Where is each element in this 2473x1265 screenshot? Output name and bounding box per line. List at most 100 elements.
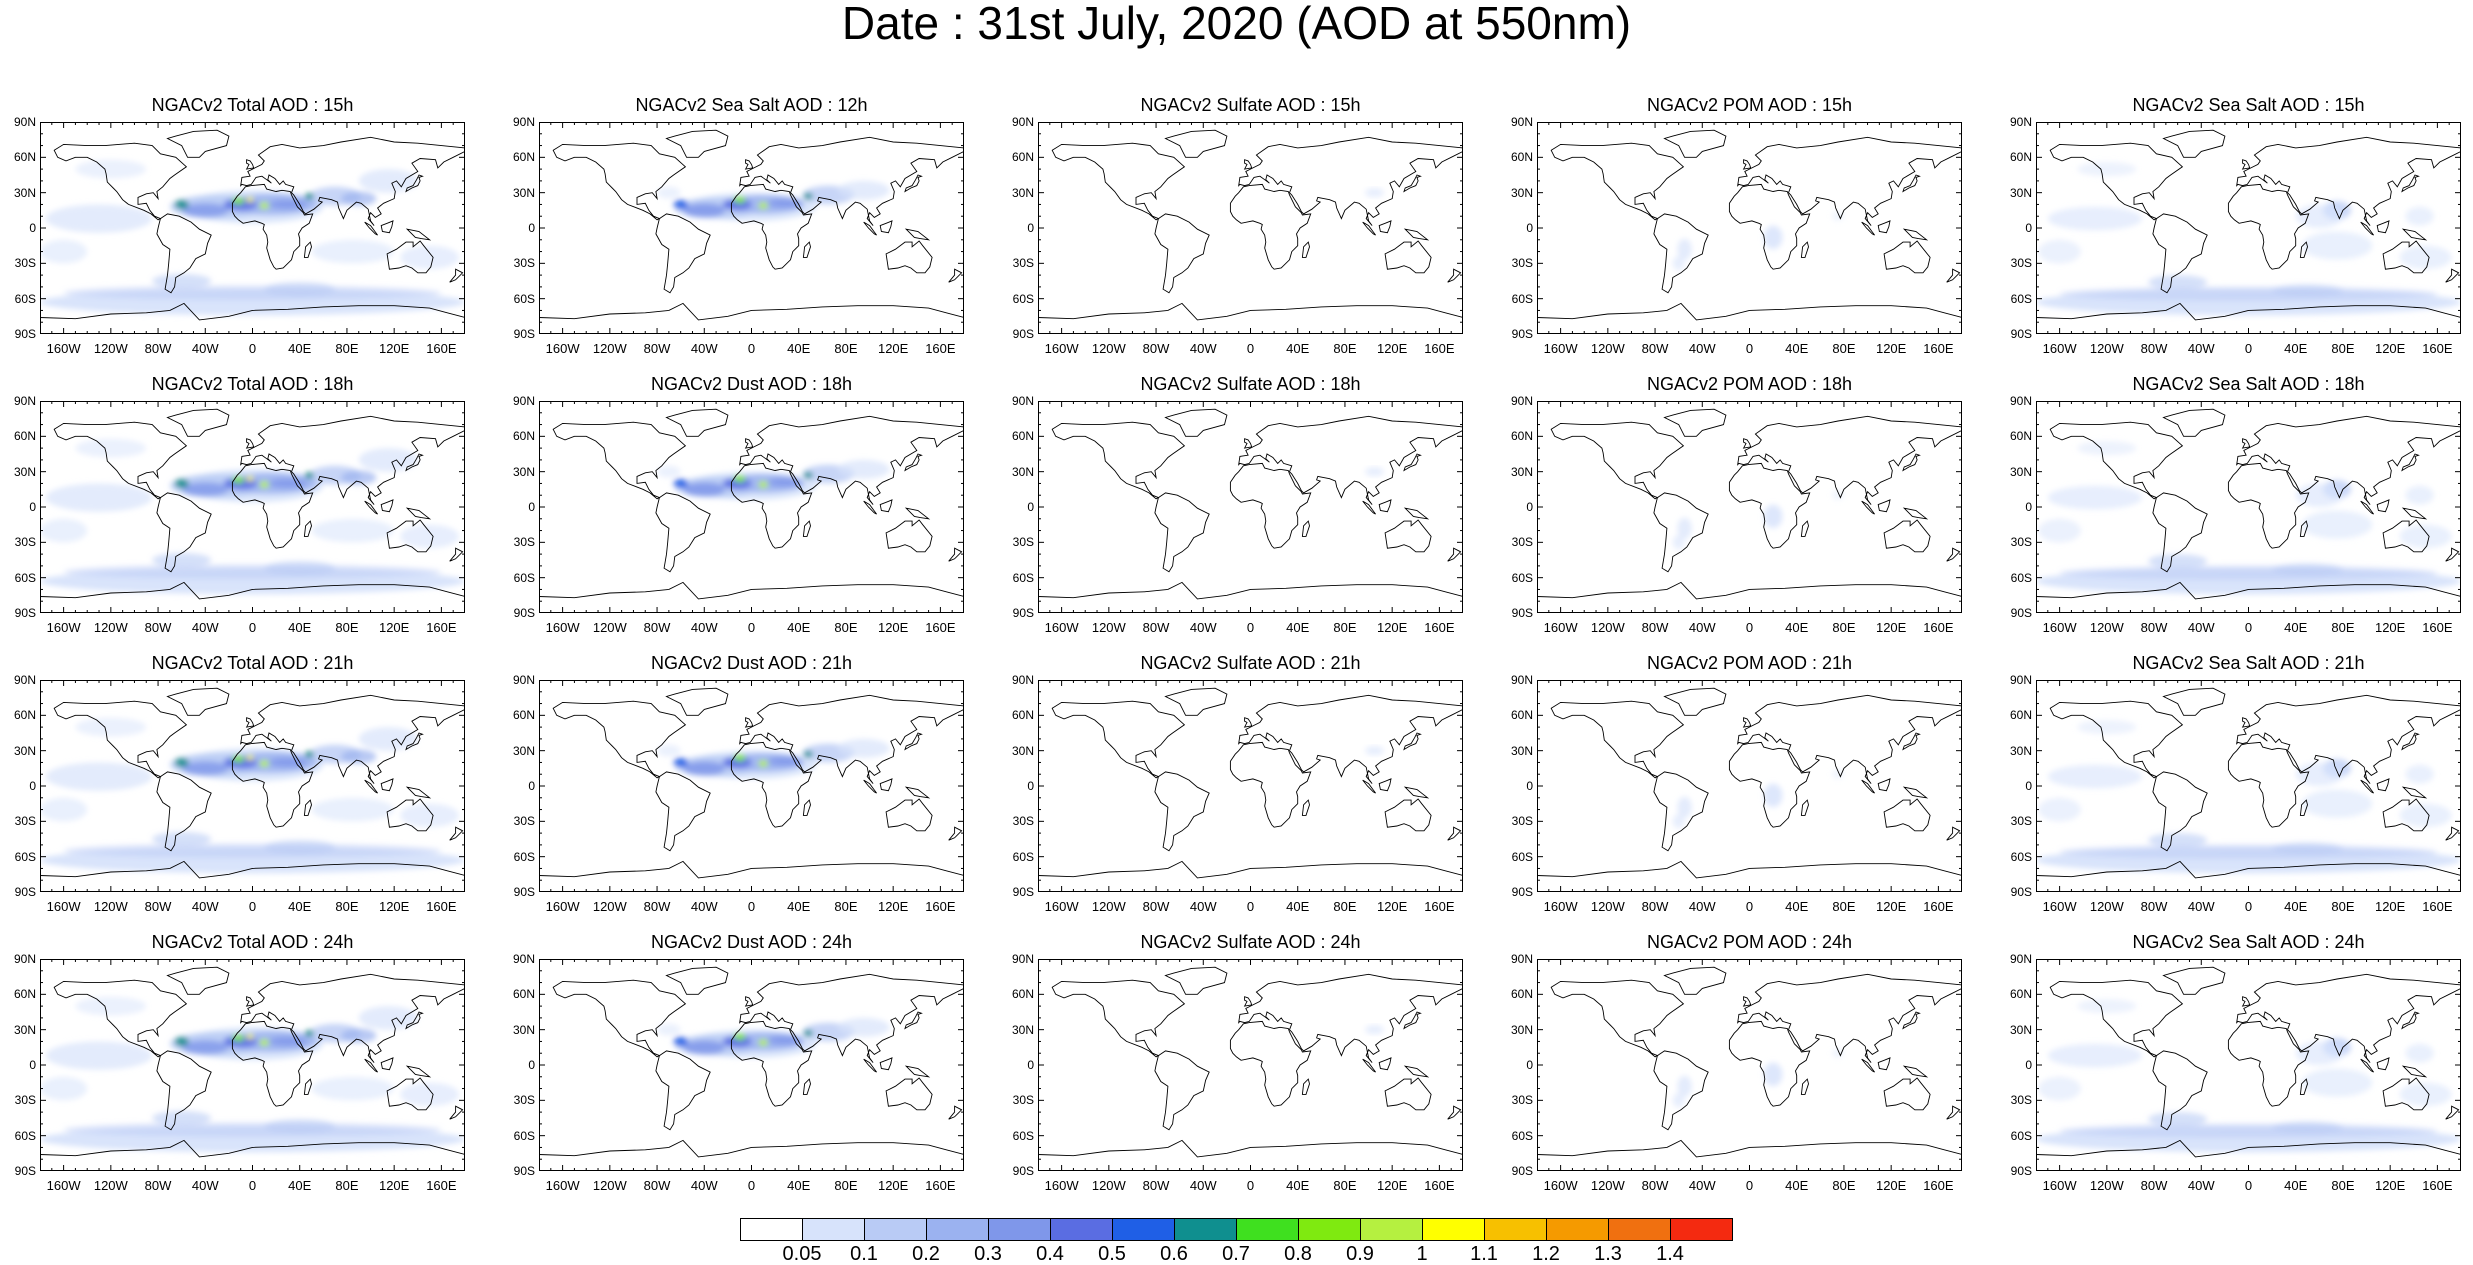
lon-tick-label: 160W [1044, 1178, 1079, 1193]
aod-field-dust [683, 482, 726, 497]
coastline-japan [2401, 174, 2420, 193]
lat-tick-label: 30S [1511, 1093, 1533, 1108]
lat-tick-label: 90N [13, 952, 36, 966]
lat-tick-label: 60N [1510, 708, 1533, 723]
coastline-australia [386, 519, 434, 553]
lon-tick-label: 80E [2331, 620, 2355, 635]
lon-tick-label: 120W [93, 899, 128, 914]
lat-tick-label: 0 [29, 779, 36, 793]
coastline-antarctica [539, 302, 964, 321]
lat-tick-label: 60S [1012, 570, 1034, 585]
lon-tick-label: 160W [2042, 1178, 2077, 1193]
aod-field-pom [1832, 490, 1844, 500]
coastline-new-zealand [1447, 268, 1462, 283]
lat-tick-label: 90S [1012, 885, 1034, 899]
coastline-sumatra [364, 779, 378, 794]
coastline-japan [1902, 174, 1921, 193]
coastline-australia [885, 240, 933, 274]
aod-field-total [152, 273, 212, 289]
lat-tick-label: 90S [2010, 1164, 2032, 1178]
aod-field-dust [657, 186, 681, 199]
coastline-australia [386, 240, 434, 274]
lat-tick-label: 0 [2025, 221, 2032, 235]
aod-field-dust [657, 744, 681, 757]
coastline-uk [1742, 438, 1752, 449]
lon-tick-label: 160W [1543, 620, 1578, 635]
coastline-new-guinea [405, 507, 432, 520]
lon-tick-label: 80E [834, 899, 858, 914]
aod-field-total [304, 471, 314, 479]
map-panel-6: NGACv2 Total AOD : 18h 90N 60N 30N 0 30S 60S 90… [14, 374, 465, 634]
lon-tick-label: 120E [1376, 1178, 1408, 1193]
lon-tick-label: 40W [1189, 341, 1217, 356]
coastline-south-america [655, 213, 711, 294]
colorbar-box [1050, 1218, 1113, 1241]
lon-tick-label: 120E [1376, 899, 1408, 914]
coastline-africa [1229, 183, 1312, 270]
lon-tick-label: 160W [1044, 899, 1079, 914]
coastline-eurasia [739, 136, 964, 226]
coastline-greenland [166, 408, 230, 437]
aod-field-total [259, 202, 269, 210]
aod-field-pom [1763, 1062, 1783, 1087]
coastline-uk [1742, 996, 1752, 1007]
aod-field-dust [758, 1039, 768, 1047]
aod-field-total [400, 245, 460, 270]
lon-tick-label: 0 [2244, 899, 2253, 914]
colorbar-box [1422, 1218, 1485, 1241]
coastline-new-guinea [1403, 507, 1430, 520]
aod-field-pom [1672, 1093, 1685, 1108]
lon-tick-label: 80W [2140, 620, 2168, 635]
coastline-borneo [380, 1057, 394, 1071]
lon-tick-label: 80E [834, 1178, 858, 1193]
lat-tick-label: 90N [2009, 952, 2032, 966]
lat-tick-label: 90N [1510, 952, 1533, 966]
map-plot [539, 959, 964, 1171]
lon-tick-label: 120W [1091, 899, 1126, 914]
aod-field-pom [1763, 504, 1783, 529]
panel-title: NGACv2 Sulfate AOD : 18h [1140, 374, 1361, 394]
lat-tick-label: 0 [2025, 779, 2032, 793]
lon-tick-label: 160E [426, 899, 457, 914]
coastline-new-zealand [948, 268, 963, 283]
lon-tick-label: 40W [191, 620, 219, 635]
lat-tick-label: 90S [513, 885, 535, 899]
coastline-new-guinea [1403, 228, 1430, 241]
lat-tick-label: 60S [513, 291, 535, 306]
coastline-japan [2401, 453, 2420, 472]
lon-tick-label: 0 [747, 1178, 756, 1193]
lat-tick-label: 90N [512, 952, 535, 966]
lat-tick-label: 30S [513, 814, 535, 829]
coastline-australia [386, 1077, 434, 1111]
coastline-new-zealand [1447, 1105, 1462, 1120]
lon-tick-label: 120E [877, 1178, 909, 1193]
lat-tick-label: 60N [1011, 150, 1034, 165]
panel-title: NGACv2 Total AOD : 24h [151, 932, 354, 952]
coastline-north-america [1550, 979, 1685, 1058]
lon-tick-label: 80W [643, 1178, 671, 1193]
lon-tick-label: 80E [1832, 1178, 1856, 1193]
lon-tick-label: 80E [335, 1178, 359, 1193]
lon-tick-label: 80W [1142, 341, 1170, 356]
coastline-australia [885, 519, 933, 553]
aod-field-total [40, 518, 88, 543]
coastline-south-america [655, 771, 711, 852]
coastline-uk [245, 996, 255, 1007]
lat-tick-label: 0 [29, 500, 36, 514]
coastline-new-guinea [904, 507, 931, 520]
aod-field-total [40, 1076, 88, 1101]
coastline-south-america [1653, 492, 1709, 573]
coastline-madagascar [802, 241, 811, 258]
lat-tick-label: 0 [1027, 1058, 1034, 1072]
coastline-borneo [380, 778, 394, 792]
coastline-madagascar [802, 799, 811, 816]
coastline-eurasia [1238, 136, 1463, 226]
aod-field-total [75, 438, 147, 458]
coastline-sumatra [1861, 221, 1875, 236]
aod-field-seasalt [2047, 485, 2143, 510]
aod-field-total [63, 564, 442, 579]
lon-tick-label: 40W [2187, 1178, 2215, 1193]
lat-tick-label: 90S [1511, 885, 1533, 899]
lat-tick-label: 60S [14, 570, 36, 585]
aod-field-total [75, 717, 147, 737]
